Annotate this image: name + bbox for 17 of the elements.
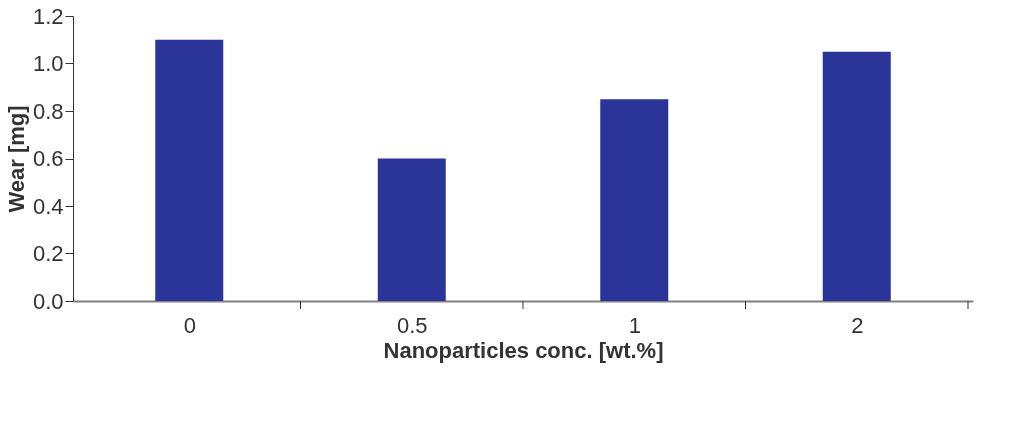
x-tick-label: 1	[628, 312, 641, 338]
y-tick-label: 0.4	[32, 193, 64, 219]
bar	[822, 51, 891, 301]
bar	[155, 39, 224, 301]
y-tick-label: 0.0	[32, 288, 64, 314]
y-tick-label: 0.6	[32, 146, 64, 171]
x-axis-title: Nanoparticles conc. [wt.%]	[383, 337, 664, 363]
y-tick-label: 0.2	[32, 241, 64, 266]
x-tick-label: 2	[851, 312, 864, 338]
y-tick-label: 1.2	[32, 3, 64, 29]
x-tick-label: 0	[183, 312, 196, 338]
bar	[377, 158, 446, 301]
bar	[600, 99, 669, 301]
x-tick-label: 0.5	[396, 312, 428, 338]
y-tick-label: 1.0	[32, 51, 64, 76]
y-axis-title: Wear [mg]	[3, 105, 29, 213]
y-tick-label: 0.8	[32, 98, 64, 124]
